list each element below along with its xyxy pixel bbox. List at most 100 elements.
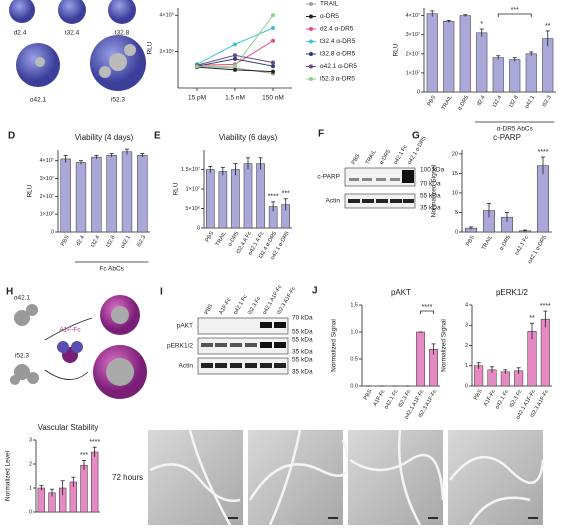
- structure-label: t32.8: [115, 30, 130, 37]
- x-tick-label: t32.8: [508, 95, 519, 109]
- legend-label: d2.4 α-DR5: [320, 26, 354, 33]
- bar: [80, 464, 88, 513]
- blot-size: 55 kDa: [292, 329, 313, 336]
- diagram-label: A1F-Fc: [59, 327, 81, 334]
- lane-label: TRAIL: [365, 149, 378, 166]
- y-tick-label: 3: [465, 323, 468, 329]
- y-axis-label: Normalized Signal: [441, 319, 448, 372]
- point: [233, 56, 237, 61]
- y-tick-label: 15: [452, 171, 458, 177]
- y-axis-label: Normalized Signal: [431, 164, 438, 217]
- y-tick-label: 3: [29, 437, 32, 443]
- significance: **: [529, 315, 535, 322]
- bar: [37, 487, 45, 513]
- y-tick-label: 1: [465, 363, 468, 369]
- blot-size: 35 kDa: [292, 349, 313, 356]
- y-tick-label: 1.5: [350, 302, 358, 308]
- lane-label: i52.3 Fc: [247, 296, 262, 316]
- structure-label: i52.3: [111, 97, 125, 104]
- point: [233, 67, 237, 72]
- bar: [542, 38, 554, 93]
- y-tick-label: 0: [465, 383, 468, 389]
- chart-title: Viability (4 days): [75, 133, 134, 142]
- y-tick-label: 2×10⁵: [159, 48, 174, 55]
- y-axis-label: Normalized Level: [5, 450, 12, 501]
- significance: ****: [268, 194, 279, 201]
- x-tick-label: TRAIL: [441, 95, 454, 112]
- x-tick-label: PBS: [60, 234, 71, 247]
- blot-size: 35 kDa: [420, 205, 441, 212]
- x-tick-label: o42.1: [524, 95, 536, 110]
- y-tick-label: 0.0: [350, 383, 358, 389]
- chart-title: c-PARP: [493, 133, 521, 142]
- y-axis-label: RLU: [393, 43, 400, 56]
- blot-row: Actin: [179, 363, 194, 370]
- significance: *: [480, 21, 483, 28]
- bar: [426, 13, 438, 93]
- y-axis-label: Normalized Signal: [331, 319, 338, 372]
- x-tick-label: 150 nM: [262, 95, 284, 102]
- y-tick-label: 2×10⁷: [406, 50, 420, 57]
- y-tick-label: 0: [29, 509, 32, 515]
- lane-label: A1F-Fc: [218, 297, 232, 316]
- x-tick-label: o42.1 Fc: [514, 235, 530, 257]
- bar: [91, 451, 99, 513]
- y-tick-label: 5: [455, 210, 458, 216]
- bar: [75, 162, 87, 233]
- x-tick-label: o42.1 α-DR5: [527, 235, 548, 265]
- y-tick-label: 1.5×10⁷: [181, 166, 200, 173]
- bar: [243, 163, 253, 229]
- x-tick-label: t32.4: [492, 95, 503, 109]
- point: [195, 64, 199, 69]
- x-tick-label: TRAIL: [215, 231, 228, 248]
- point: [271, 38, 275, 43]
- bar: [525, 53, 537, 93]
- blot-size: 70 kDa: [292, 315, 313, 322]
- x-tick-label: PBS: [473, 388, 484, 401]
- y-tick-label: 0: [51, 229, 54, 235]
- y-tick-label: 1: [29, 485, 32, 491]
- panel-letter: I: [160, 287, 163, 298]
- significance: ***: [282, 191, 290, 198]
- x-tick-label: d2.4: [75, 235, 86, 247]
- bar: [527, 331, 537, 387]
- y-tick-label: 3×10⁷: [406, 31, 420, 38]
- point: [271, 64, 275, 69]
- bar: [206, 169, 215, 229]
- significance-bracket: [420, 310, 434, 314]
- bar: [60, 158, 71, 233]
- bar: [416, 331, 425, 387]
- bar: [106, 155, 117, 233]
- bar: [500, 371, 510, 387]
- structure-label: t32.4: [65, 30, 80, 37]
- x-tick-label: PBS: [363, 388, 374, 401]
- y-tick-label: 2: [465, 343, 468, 349]
- lane-label: PBS: [351, 153, 362, 166]
- blot-row: pAKT: [177, 323, 193, 330]
- legend-marker: [309, 39, 313, 44]
- chart-title: Vascular Stability: [38, 423, 99, 432]
- bar: [509, 59, 521, 93]
- bar: [137, 155, 148, 233]
- significance-bracket: [497, 13, 532, 17]
- y-tick-label: 2: [29, 461, 32, 467]
- y-tick-label: 0.5: [350, 356, 358, 362]
- significance: ***: [511, 7, 519, 14]
- bar: [429, 349, 438, 387]
- x-tick-label: d2.4: [476, 95, 487, 107]
- x-tick-label: i52.3: [542, 95, 553, 108]
- panel-letter: D: [8, 131, 15, 142]
- point: [271, 69, 275, 74]
- y-tick-label: 4×10⁷: [406, 12, 420, 19]
- blot-size: 55 kDa: [420, 193, 441, 200]
- significance: ****: [538, 149, 549, 156]
- time-label: 72 hours: [112, 473, 143, 482]
- structure-label: o42.1: [30, 97, 47, 104]
- bar: [536, 165, 550, 233]
- bar: [476, 32, 488, 93]
- legend-marker: [309, 27, 313, 31]
- bar: [540, 318, 550, 387]
- chart-title: Viability (6 days): [219, 133, 278, 142]
- blot-size: 35 kDa: [292, 369, 313, 376]
- y-tick-label: 0: [197, 225, 200, 231]
